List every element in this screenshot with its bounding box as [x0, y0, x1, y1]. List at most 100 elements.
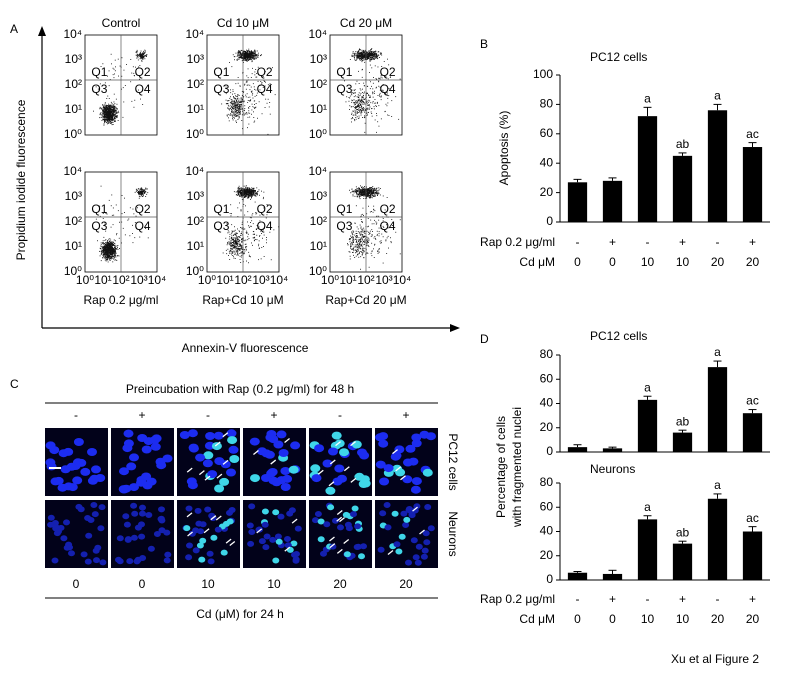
event-dot [251, 197, 252, 199]
event-dot [239, 202, 240, 204]
event-dot [236, 122, 237, 123]
event-dot [245, 52, 247, 54]
event-dot [111, 244, 113, 246]
event-dot [236, 232, 238, 234]
event-dot [359, 100, 361, 102]
event-dot [260, 230, 261, 232]
event-dot [360, 107, 362, 109]
y-tick-label: 10⁴ [308, 27, 327, 41]
event-dot [265, 217, 267, 219]
event-dot [110, 254, 112, 255]
event-dot [107, 108, 109, 109]
event-dot [234, 244, 236, 245]
event-dot [354, 92, 356, 94]
event-dot [105, 253, 107, 255]
event-dot [232, 110, 234, 112]
event-dot [358, 83, 360, 84]
event-dot [349, 189, 350, 191]
event-dot [248, 107, 250, 109]
event-dot [373, 188, 375, 190]
event-dot [237, 251, 239, 253]
event-dot [109, 118, 111, 120]
event-dot [105, 113, 107, 115]
event-dot [100, 254, 102, 255]
event-dot [230, 215, 232, 217]
event-dot [141, 60, 143, 62]
event-dot [376, 57, 377, 59]
event-dot [247, 57, 249, 59]
event-dot [104, 105, 106, 107]
event-dot [362, 190, 364, 192]
event-dot [253, 58, 255, 60]
y-tick-label: 10² [65, 77, 82, 91]
event-dot [372, 91, 374, 93]
event-dot [229, 102, 231, 103]
event-dot [246, 195, 248, 197]
event-dot [358, 191, 360, 193]
event-dot [247, 59, 249, 61]
event-dot [110, 121, 112, 123]
y-tick-label: 10⁰ [186, 127, 204, 141]
event-dot [243, 110, 245, 112]
event-dot [111, 248, 112, 249]
event-dot [244, 188, 246, 190]
event-dot [269, 86, 271, 88]
event-dot [348, 100, 350, 102]
event-dot [114, 117, 115, 119]
event-dot [253, 107, 255, 108]
event-dot [369, 188, 370, 189]
event-dot [254, 55, 256, 57]
event-dot [249, 53, 251, 55]
event-dot [242, 53, 243, 55]
event-dot [356, 188, 357, 190]
event-dot [386, 92, 388, 94]
event-dot [138, 195, 140, 197]
event-dot [140, 57, 142, 58]
event-dot [108, 115, 109, 117]
event-dot [228, 238, 230, 240]
event-dot [245, 58, 247, 60]
event-dot [357, 190, 359, 192]
event-dot [238, 58, 240, 60]
event-dot [358, 70, 359, 72]
event-dot [239, 111, 241, 113]
event-dot [228, 243, 230, 245]
event-dot [369, 197, 371, 199]
event-dot [112, 119, 113, 121]
event-dot [248, 53, 250, 55]
event-dot [374, 58, 375, 60]
event-dot [114, 112, 116, 114]
event-dot [249, 51, 251, 53]
event-dot [245, 94, 247, 96]
event-dot [369, 88, 371, 90]
y-tick-label: 10¹ [187, 102, 204, 116]
event-dot [104, 110, 106, 112]
event-dot [246, 53, 248, 55]
event-dot [110, 104, 112, 106]
event-dot [106, 257, 108, 258]
event-dot [110, 117, 112, 119]
event-dot [364, 52, 366, 54]
event-dot [114, 114, 116, 116]
y-tick-label: 10⁰ [64, 127, 82, 141]
event-dot [363, 52, 364, 53]
event-dot [366, 190, 368, 192]
event-dot [360, 53, 362, 55]
event-dot [247, 127, 248, 129]
event-dot [240, 103, 241, 105]
event-dot [236, 104, 238, 106]
event-dot [247, 194, 249, 196]
event-dot [147, 192, 149, 194]
event-dot [357, 55, 359, 57]
event-dot [378, 187, 380, 189]
event-dot [356, 189, 358, 191]
event-dot [360, 56, 361, 58]
event-dot [113, 112, 114, 114]
event-dot [362, 56, 364, 58]
event-dot [234, 56, 236, 58]
event-dot [244, 240, 246, 242]
event-dot [239, 110, 241, 112]
event-dot [375, 190, 377, 192]
event-dot [352, 117, 354, 119]
event-dot [235, 248, 237, 249]
